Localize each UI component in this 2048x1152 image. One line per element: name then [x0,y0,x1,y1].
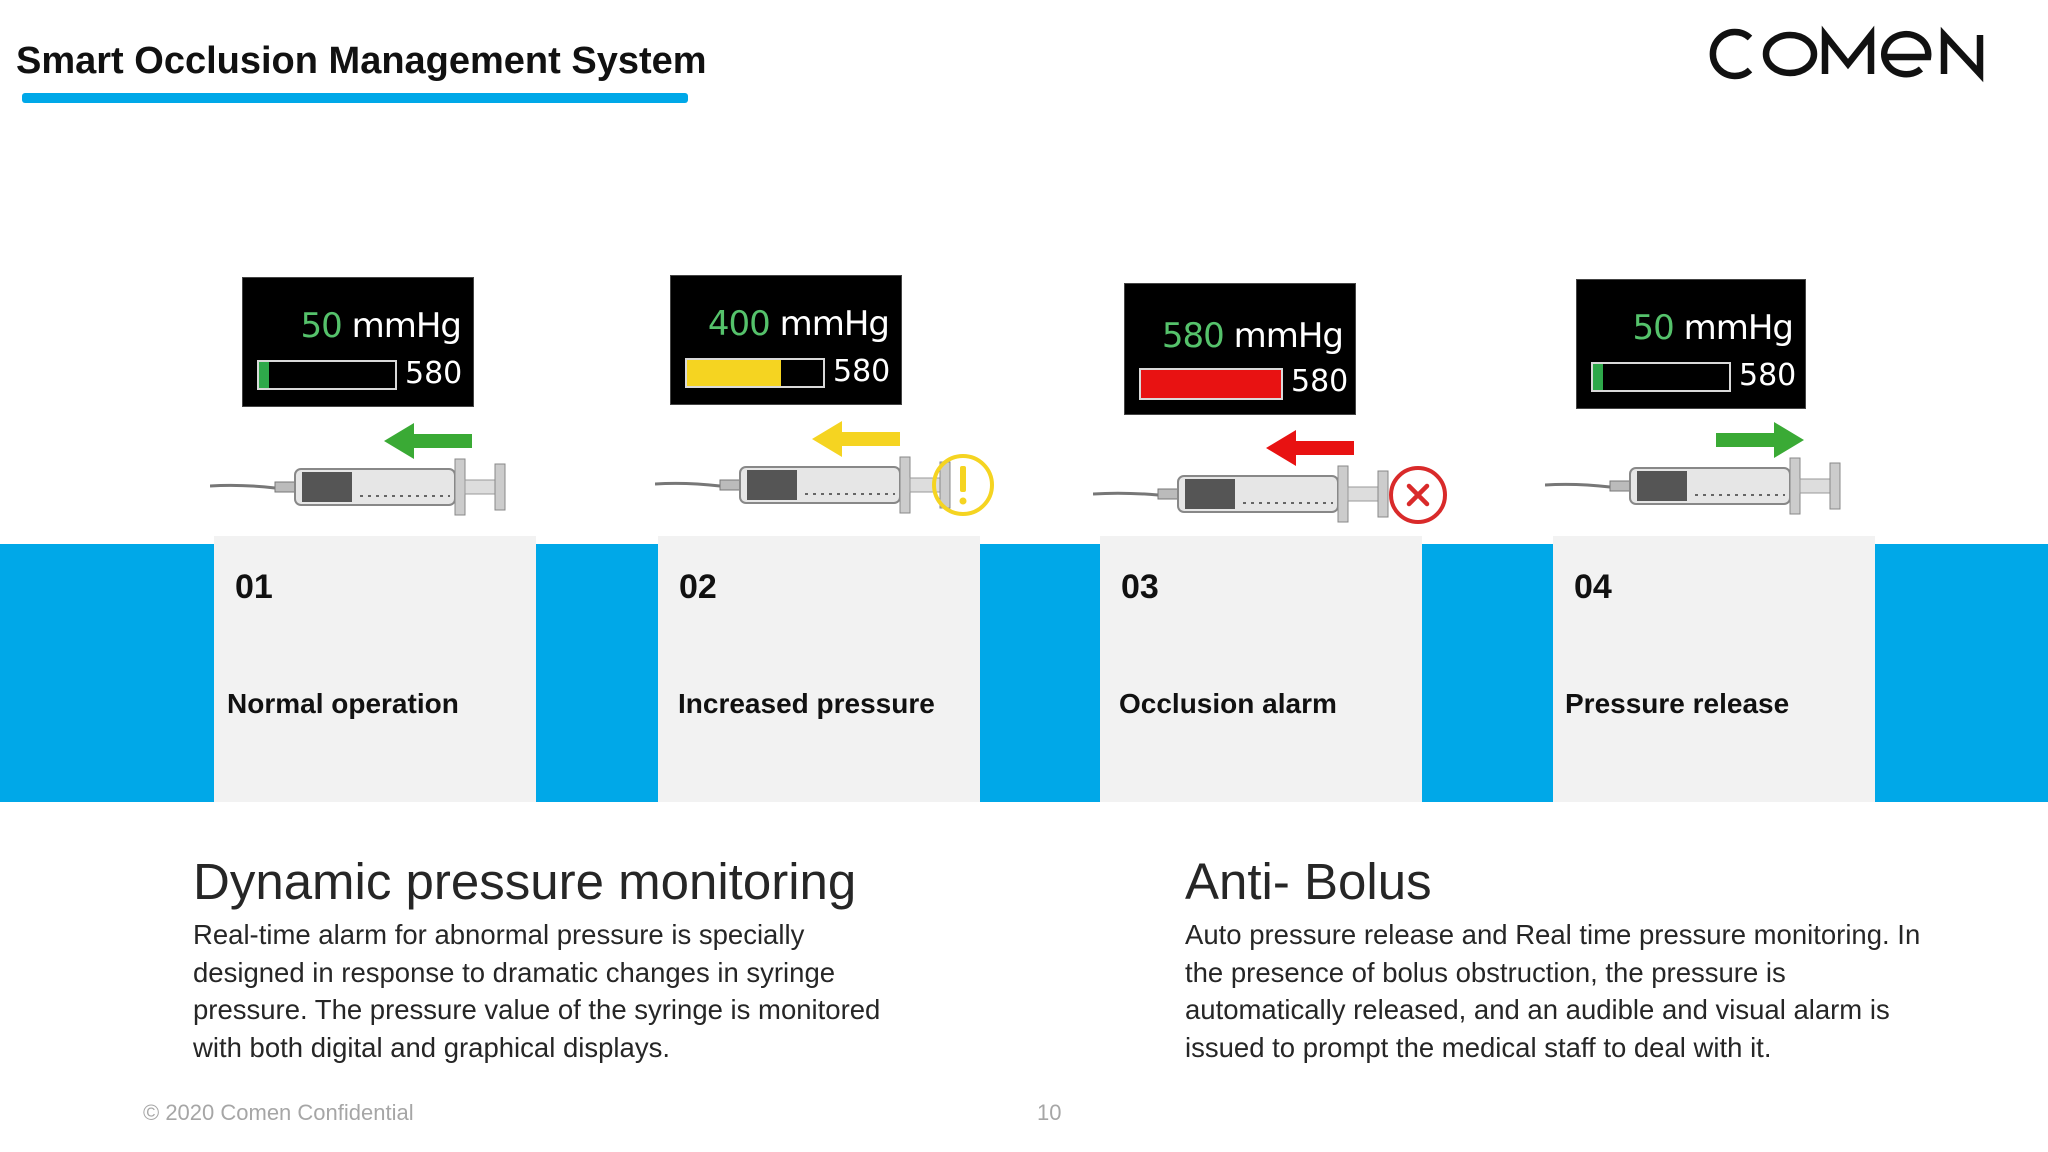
syringe-icon [1545,457,1841,515]
section-body-dynamic-pressure: Real-time alarm for abnormal pressure is… [193,919,881,1063]
pressure-display: 580 mmHg 580 [1124,283,1356,415]
pressure-bar [685,358,825,388]
step-number: 04 [1574,568,1612,606]
step-card-02: 02 Increased pressure [658,536,980,802]
pressure-max: 580 [405,356,463,391]
step-label: Occlusion alarm [1119,688,1337,719]
pressure-value: 50 [1632,308,1675,348]
pressure-max: 580 [1291,364,1349,399]
step-number: 02 [679,568,717,606]
pressure-value: 400 [707,304,771,344]
step-number: 03 [1121,568,1159,606]
page-number: 10 [1037,1100,1062,1125]
step-card-03: 03 Occlusion alarm [1100,536,1422,802]
left-arrow-icon [1266,430,1354,466]
slide-title: Smart Occlusion Management System [16,40,707,82]
pressure-bar-fill [1593,364,1603,390]
pressure-bar-fill [259,362,269,388]
step-label: Normal operation [227,688,459,719]
section-body-anti-bolus: Auto pressure release and Real time pres… [1185,919,1921,1063]
pressure-bar-fill [687,360,781,386]
pressure-value: 50 [300,306,343,346]
syringe-icon [1093,465,1389,523]
pressure-max: 580 [833,354,891,389]
pressure-bar [1591,362,1731,392]
pressure-display: 400 mmHg 580 [670,275,902,405]
error-icon [1389,466,1447,524]
step-card-01: 01 Normal operation [214,536,536,802]
pressure-bar-fill [1141,370,1281,398]
pressure-value: 580 [1161,316,1225,356]
step-label: Increased pressure [678,688,935,719]
footer-copyright: © 2020 Comen Confidential [143,1100,414,1125]
pressure-display: 50 mmHg 580 [1576,279,1806,409]
step-label: Pressure release [1565,688,1790,719]
syringe-icon [210,458,506,516]
pressure-unit: mmHg [779,304,890,344]
pressure-max: 580 [1739,358,1797,393]
pressure-display: 50 mmHg 580 [242,277,474,407]
pressure-unit: mmHg [351,306,462,346]
section-title-anti-bolus: Anti- Bolus [1185,853,1432,910]
pressure-unit: mmHg [1683,308,1794,348]
pressure-bar [1139,368,1283,400]
left-arrow-icon [384,423,472,459]
title-underline [22,93,688,103]
pressure-unit: mmHg [1233,316,1344,356]
step-card-04: 04 Pressure release [1553,536,1875,802]
warning-icon [932,454,994,516]
pressure-bar [257,360,397,390]
step-number: 01 [235,568,273,606]
left-arrow-icon [812,421,900,457]
syringe-icon [655,456,951,514]
comen-logo [1709,25,1984,83]
section-title-dynamic-pressure: Dynamic pressure monitoring [193,853,857,910]
right-arrow-icon [1716,422,1804,458]
